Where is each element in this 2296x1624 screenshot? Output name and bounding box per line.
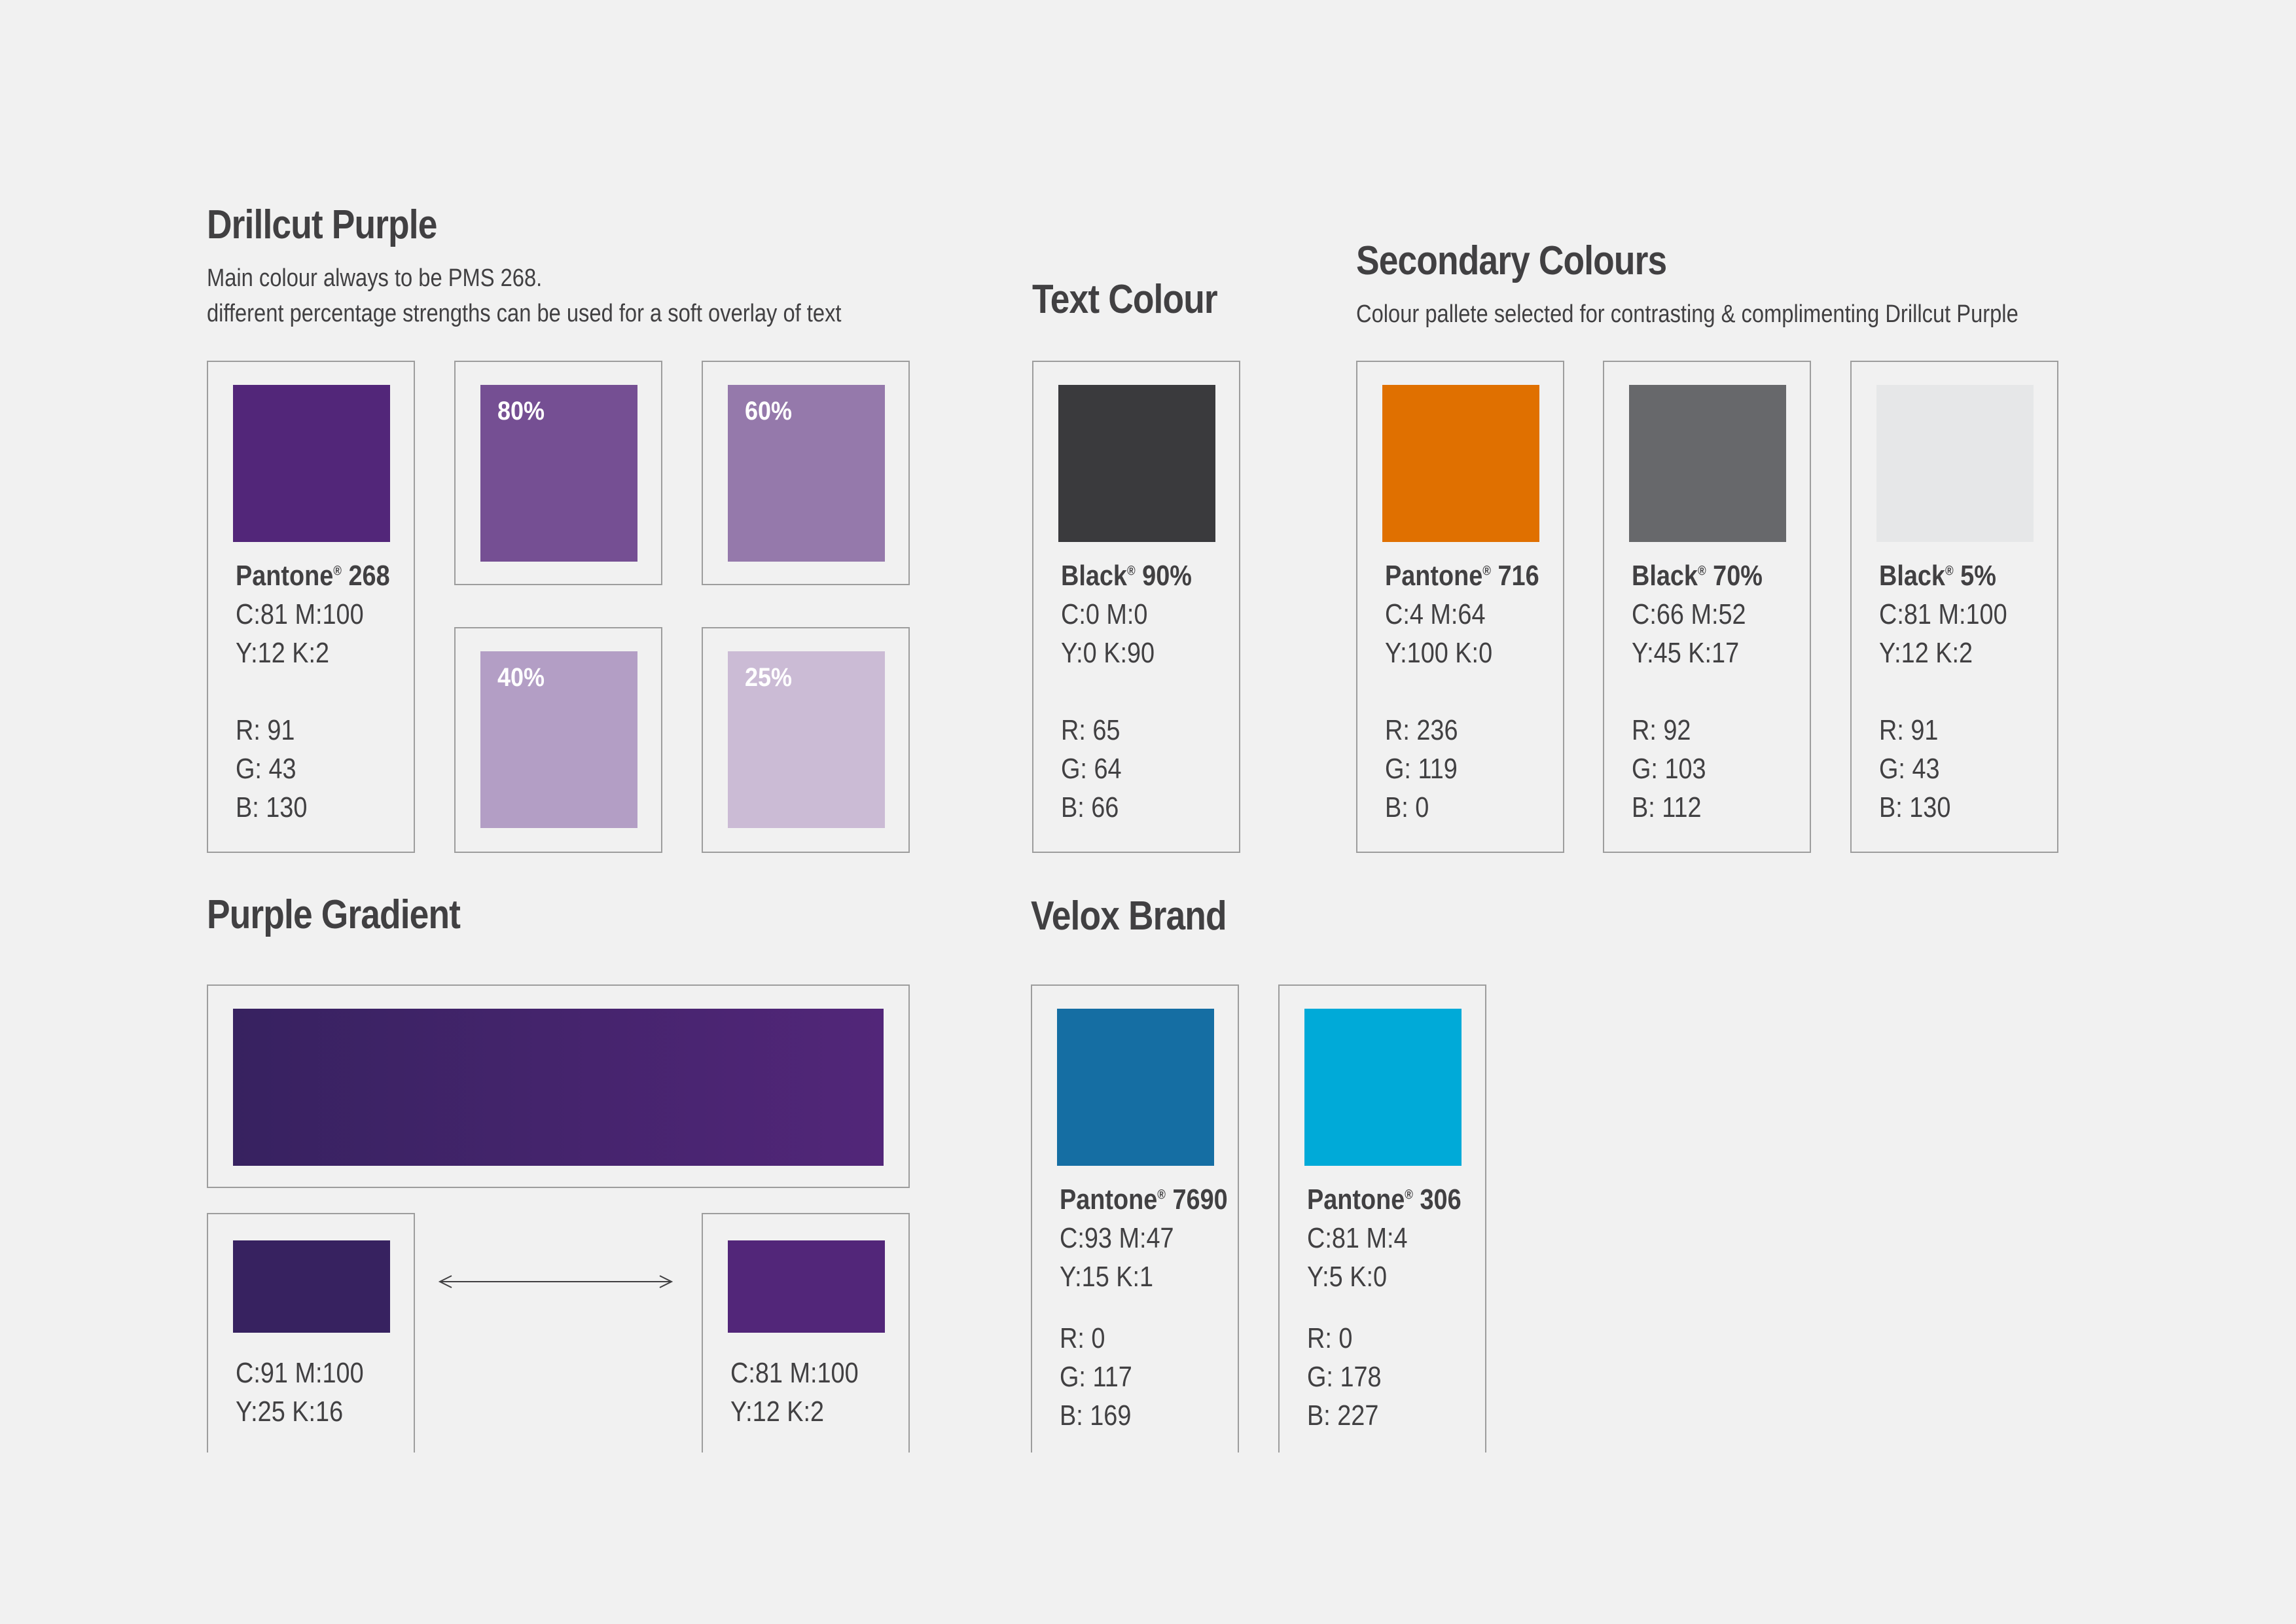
swatch-card-black-70: Black® 70% C:66 M:52 Y:45 K:17 R: 92 G: … [1603,361,1811,853]
rgb-g: G: 117 [1060,1361,1132,1393]
color-info: Black® 90% C:0 M:0 Y:0 K:90 R: 65 G: 64 … [1061,556,1192,827]
rgb-r: R: 92 [1632,714,1691,746]
rgb-r: R: 91 [236,714,295,746]
tint-card-60: 60% [702,361,910,585]
color-swatch-pantone-7690 [1057,1009,1214,1166]
color-swatch-pantone-716 [1382,385,1539,542]
cmyk-line-2: Y:12 K:2 [730,1396,825,1428]
tint-label: 40% [497,663,545,692]
rgb-b: B: 227 [1307,1399,1379,1432]
cmyk-line-2: Y:12 K:2 [1879,637,1973,669]
rgb-r: R: 0 [1307,1322,1353,1354]
gradient-title: Purple Gradient [207,892,461,937]
rgb-b: B: 130 [236,791,308,823]
drillcut-desc-line1: Main colour always to be PMS 268. [207,264,543,292]
swatch-card-black-5: Black® 5% C:81 M:100 Y:12 K:2 R: 91 G: 4… [1850,361,2058,853]
rgb-g: G: 119 [1385,753,1458,785]
rgb-r: R: 0 [1060,1322,1105,1354]
secondary-description: Colour pallete selected for contrasting … [1356,300,2018,328]
cmyk-line-1: C:81 M:4 [1307,1222,1408,1254]
rgb-g: G: 64 [1061,753,1122,785]
rgb-g: G: 43 [236,753,296,785]
tint-card-40: 40% [454,627,662,853]
color-swatch-pantone-268 [233,385,390,542]
gradient-start-card: C:91 M:100 Y:25 K:16 [207,1213,415,1453]
color-info: Black® 5% C:81 M:100 Y:12 K:2 R: 91 G: 4… [1879,556,2007,827]
gradient-start-info: C:91 M:100 Y:25 K:16 [236,1354,364,1431]
tint-label: 80% [497,397,545,425]
rgb-r: R: 236 [1385,714,1458,746]
color-name: Pantone® 306 [1307,1183,1462,1216]
gradient-end-swatch [728,1240,885,1333]
rgb-g: G: 43 [1879,753,1940,785]
cmyk-line-1: C:0 M:0 [1061,598,1148,630]
drillcut-title: Drillcut Purple [207,202,437,247]
cmyk-line-2: Y:100 K:0 [1385,637,1493,669]
color-info: Pantone® 306 C:81 M:4 Y:5 K:0 R: 0 G: 17… [1307,1180,1462,1435]
tint-label: 25% [745,663,793,692]
color-info: Pantone® 268 C:81 M:100 Y:12 K:2 R: 91 G… [236,556,390,827]
gradient-end-info: C:81 M:100 Y:12 K:2 [730,1354,859,1431]
color-name: Black® 70% [1632,560,1763,592]
cmyk-line-1: C:81 M:100 [730,1357,859,1389]
secondary-title: Secondary Colours [1356,238,1667,283]
rgb-b: B: 0 [1385,791,1429,823]
color-swatch-pantone-306 [1304,1009,1462,1166]
color-info: Pantone® 7690 C:93 M:47 Y:15 K:1 R: 0 G:… [1060,1180,1228,1435]
cmyk-line-2: Y:12 K:2 [236,637,330,669]
cmyk-line-1: C:81 M:100 [1879,598,2007,630]
gradient-bar [233,1009,884,1166]
color-name: Pantone® 7690 [1060,1183,1228,1216]
gradient-card [207,984,910,1188]
drillcut-desc-line2: different percentage strengths can be us… [207,300,842,327]
rgb-b: B: 112 [1632,791,1702,823]
tint-label: 60% [745,397,793,425]
cmyk-line-1: C:4 M:64 [1385,598,1486,630]
swatch-card-pantone-716: Pantone® 716 C:4 M:64 Y:100 K:0 R: 236 G… [1356,361,1564,853]
cmyk-line-2: Y:15 K:1 [1060,1261,1154,1293]
color-name: Pantone® 268 [236,560,390,592]
swatch-card-pantone-7690: Pantone® 7690 C:93 M:47 Y:15 K:1 R: 0 G:… [1031,984,1239,1453]
tint-card-25: 25% [702,627,910,853]
rgb-b: B: 66 [1061,791,1119,823]
tint-swatch-60: 60% [728,385,885,562]
color-swatch-black-5 [1876,385,2034,542]
tint-swatch-80: 80% [480,385,637,562]
cmyk-line-2: Y:45 K:17 [1632,637,1740,669]
color-name: Black® 5% [1879,560,1996,592]
tint-swatch-40: 40% [480,651,637,828]
cmyk-line-2: Y:5 K:0 [1307,1261,1388,1293]
swatch-card-pantone-268: Pantone® 268 C:81 M:100 Y:12 K:2 R: 91 G… [207,361,415,853]
cmyk-line-2: Y:25 K:16 [236,1396,344,1428]
tint-swatch-25: 25% [728,651,885,828]
cmyk-line-1: C:91 M:100 [236,1357,364,1389]
gradient-direction-arrow-icon [438,1275,673,1288]
color-swatch-black-90 [1058,385,1215,542]
rgb-r: R: 65 [1061,714,1121,746]
gradient-start-swatch [233,1240,390,1333]
tint-card-80: 80% [454,361,662,585]
rgb-b: B: 130 [1879,791,1951,823]
rgb-g: G: 103 [1632,753,1706,785]
cmyk-line-1: C:66 M:52 [1632,598,1746,630]
gradient-end-card: C:81 M:100 Y:12 K:2 [702,1213,910,1453]
rgb-b: B: 169 [1060,1399,1132,1432]
cmyk-line-2: Y:0 K:90 [1061,637,1155,669]
color-info: Pantone® 716 C:4 M:64 Y:100 K:0 R: 236 G… [1385,556,1539,827]
swatch-card-black-90: Black® 90% C:0 M:0 Y:0 K:90 R: 65 G: 64 … [1032,361,1240,853]
color-swatch-black-70 [1629,385,1786,542]
color-name: Pantone® 716 [1385,560,1539,592]
rgb-r: R: 91 [1879,714,1939,746]
color-info: Black® 70% C:66 M:52 Y:45 K:17 R: 92 G: … [1632,556,1763,827]
drillcut-description: Main colour always to be PMS 268. differ… [207,261,841,331]
rgb-g: G: 178 [1307,1361,1382,1393]
swatch-card-pantone-306: Pantone® 306 C:81 M:4 Y:5 K:0 R: 0 G: 17… [1278,984,1486,1453]
cmyk-line-1: C:93 M:47 [1060,1222,1174,1254]
cmyk-line-1: C:81 M:100 [236,598,364,630]
text-colour-title: Text Colour [1032,277,1218,322]
velox-title: Velox Brand [1031,893,1227,939]
color-name: Black® 90% [1061,560,1192,592]
